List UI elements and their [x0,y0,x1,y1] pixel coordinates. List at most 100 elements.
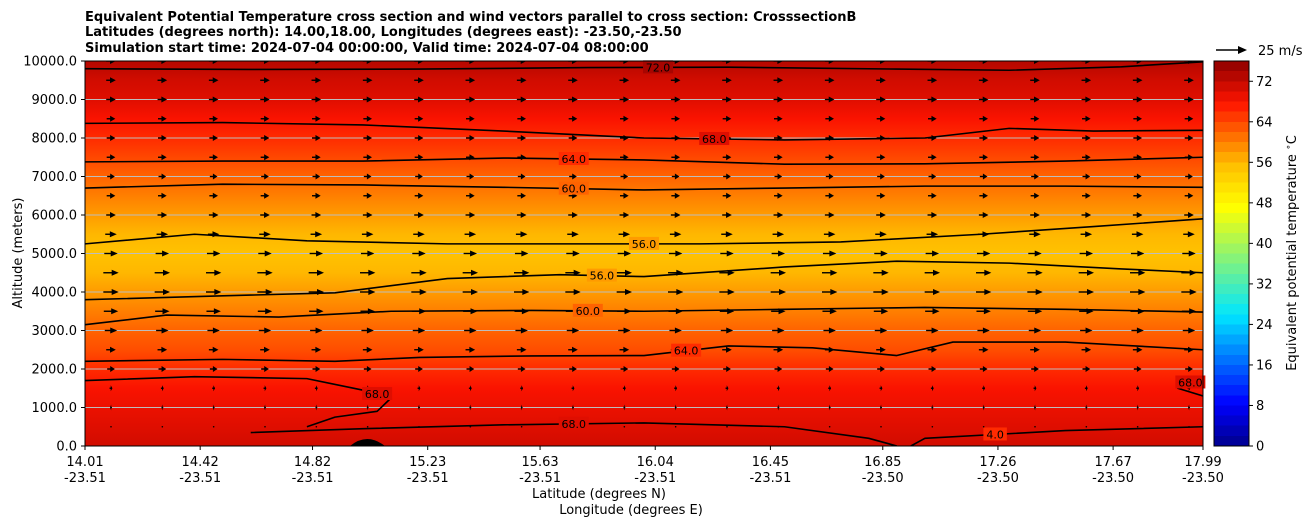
contour-label-background [629,236,659,250]
wind-vector [977,231,990,238]
wind-vector [155,308,170,315]
wind-vector [1082,154,1091,161]
wind-vector [158,173,167,180]
wind-vector [1079,308,1094,315]
x-tick-label-latitude: 15.23 [409,455,446,470]
contour-label: 64.0 [562,153,587,166]
y-tick-label: 8000.0 [32,132,78,147]
wind-vector [1082,366,1091,372]
wind-vector [876,115,886,122]
wind-vector [670,212,681,218]
title-line-1: Equivalent Potential Temperature cross s… [85,10,856,25]
colorbar-tick-label: 8 [1256,399,1264,414]
colorbar-label-main: Equivalent potential temperature [1285,150,1300,371]
wind-vector [158,366,167,372]
wind-vector [1185,173,1193,180]
wind-vector [824,212,835,218]
wind-vector [1130,250,1145,257]
x-axis-label-longitude: Longitude (degrees E) [559,503,703,518]
wind-vector [109,385,113,392]
wind-vector [979,192,988,199]
y-tick-label: 0.0 [56,440,77,455]
wind-vector [1183,231,1195,238]
wind-vector [1082,173,1091,180]
wind-vector [414,346,424,353]
wind-vector [825,154,834,161]
wind-vector [880,404,882,411]
wind-vector [979,173,988,180]
x-tick-label-latitude: 14.82 [294,455,331,470]
wind-vector [156,231,169,238]
wind-vector [777,404,780,411]
wind-vector [414,115,424,122]
wind-vector [312,135,321,141]
wind-vector [311,96,322,103]
wind-vector [361,231,374,238]
wind-vector [1181,289,1197,295]
wind-vector [719,269,735,276]
wind-vector [930,385,934,392]
wind-vector [259,231,271,238]
wind-vector [928,192,937,199]
wind-vector [823,327,836,334]
wind-vector [828,425,831,428]
wind-vector [1132,346,1143,353]
wind-vector [825,192,834,199]
wind-vector [928,366,937,372]
contour-label: 60.0 [576,305,601,318]
x-tick-label-latitude: 17.67 [1095,455,1132,470]
wind-vector [670,96,681,103]
wind-vector [463,250,478,257]
colorbar-label-unit: C [1285,135,1300,144]
wind-vector [106,212,116,218]
wind-vector [520,404,523,411]
wind-vector [1081,61,1092,64]
wind-vector [158,154,167,161]
x-tick-label-longitude: -23.50 [1092,471,1134,486]
wind-vector [1184,135,1194,141]
wind-vector [825,115,834,122]
contour-label-background [983,427,1007,441]
wind-vector [363,115,372,122]
wind-vector [311,61,322,64]
x-tick-label-longitude: -23.51 [64,471,106,486]
contour-line [85,156,1203,165]
wind-vector [1081,96,1092,103]
wind-vector [363,366,372,372]
wind-vector [362,212,373,218]
wind-vector [516,61,527,64]
wind-vector [105,231,117,238]
wind-vector [828,404,831,411]
colorbar-tick-label: 72 [1256,75,1273,90]
wind-vector [468,385,472,392]
wind-vector [314,385,318,392]
wind-vector [1029,231,1041,238]
wind-vector [620,366,629,372]
wind-vector [466,366,475,372]
wind-vector [877,173,885,180]
wind-vector [1079,250,1094,257]
wind-vector [258,250,272,257]
wind-vector [616,289,633,295]
wind-vector [879,385,883,392]
wind-vector [106,135,116,141]
wind-vector [569,366,577,372]
wind-vector [668,308,683,315]
wind-vector [978,77,989,84]
wind-vector [828,385,832,392]
y-axis-label: Altitude (meters) [11,198,26,309]
wind-vector [568,115,578,122]
wind-vector [876,135,886,141]
wind-vector [110,425,112,428]
wind-vector [466,192,475,199]
wind-vector [876,61,886,64]
wind-vector [257,269,273,276]
wind-vector [669,327,682,334]
wind-vector [206,308,221,315]
wind-vector [721,231,733,238]
wind-vector [517,135,526,141]
wind-vector [619,212,630,218]
wind-vector [927,77,938,84]
contour-line [85,61,1203,72]
quiver-key-label: 25 m/s [1258,44,1303,59]
